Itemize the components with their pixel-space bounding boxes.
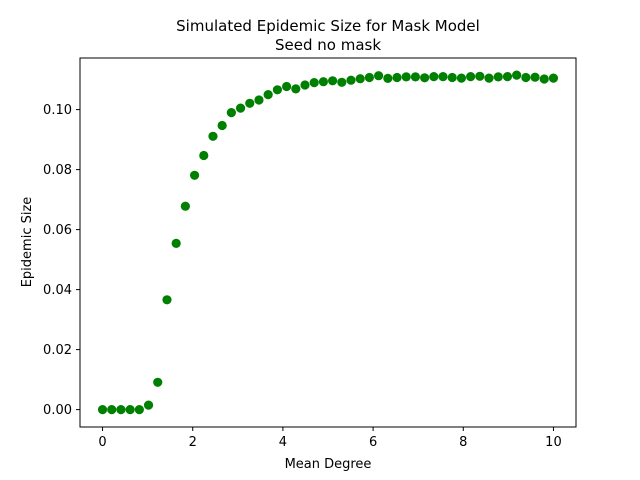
data-point	[539, 74, 549, 84]
data-point	[189, 170, 200, 180]
y-tick-label: 0.10	[43, 103, 72, 118]
data-point	[364, 72, 374, 83]
data-point	[346, 75, 356, 85]
data-point	[254, 95, 264, 105]
data-point	[429, 72, 439, 82]
data-point	[373, 71, 384, 81]
x-tick-label: 10	[545, 435, 562, 450]
data-point	[97, 405, 108, 415]
data-point	[208, 131, 218, 141]
data-point	[401, 72, 411, 82]
data-point	[410, 72, 421, 82]
data-point	[355, 74, 365, 84]
data-point	[475, 71, 485, 81]
x-tick-label: 2	[189, 435, 197, 450]
data-point	[420, 73, 430, 83]
data-point	[291, 84, 301, 94]
x-tick-label: 0	[98, 435, 106, 450]
data-point	[153, 377, 163, 387]
data-point	[493, 72, 503, 82]
data-point	[245, 98, 255, 108]
data-point	[116, 405, 126, 415]
data-point	[521, 72, 531, 83]
axis-ticks: 0 2 4 6 8 10 0.00 0.02 0.04 0.06 0.08 0.10	[43, 103, 562, 450]
data-point	[512, 70, 522, 80]
data-point	[327, 76, 338, 86]
data-point	[438, 72, 448, 82]
data-point	[125, 405, 135, 415]
data-point	[456, 73, 467, 83]
data-point	[180, 201, 190, 211]
y-tick-label: 0.06	[43, 223, 72, 238]
data-point	[162, 295, 172, 305]
x-tick-label: 8	[459, 435, 467, 450]
y-tick-label: 0.08	[43, 163, 72, 178]
x-tick-label: 6	[369, 435, 377, 450]
x-tick-label: 4	[279, 435, 287, 450]
data-point	[171, 238, 181, 248]
data-point	[226, 108, 236, 118]
data-points	[97, 70, 559, 415]
data-point	[300, 80, 310, 90]
data-point	[107, 405, 117, 415]
data-point	[502, 72, 513, 82]
data-point	[309, 78, 319, 88]
y-tick-label: 0.04	[43, 283, 72, 298]
data-point	[199, 150, 209, 161]
data-point	[263, 90, 273, 100]
data-point	[272, 85, 283, 95]
y-axis-label: Epidemic Size	[20, 197, 35, 288]
y-tick-label: 0.02	[43, 343, 72, 358]
data-point	[484, 73, 494, 83]
chart-subtitle: Seed no mask	[275, 36, 381, 54]
data-point	[392, 72, 402, 83]
x-axis-label: Mean Degree	[285, 457, 372, 472]
data-point	[383, 73, 393, 83]
data-point	[235, 103, 246, 113]
y-tick-label: 0.00	[43, 403, 72, 418]
data-point	[337, 77, 347, 87]
data-point	[318, 77, 329, 87]
data-point	[143, 400, 154, 410]
data-point	[466, 72, 476, 82]
data-point	[217, 120, 227, 131]
data-point	[530, 72, 540, 82]
data-point	[134, 405, 144, 415]
plot-area-frame	[79, 57, 577, 428]
data-point	[447, 72, 457, 83]
chart-title: Simulated Epidemic Size for Mask Model	[176, 17, 480, 35]
data-point	[282, 81, 292, 92]
data-point	[548, 73, 559, 83]
